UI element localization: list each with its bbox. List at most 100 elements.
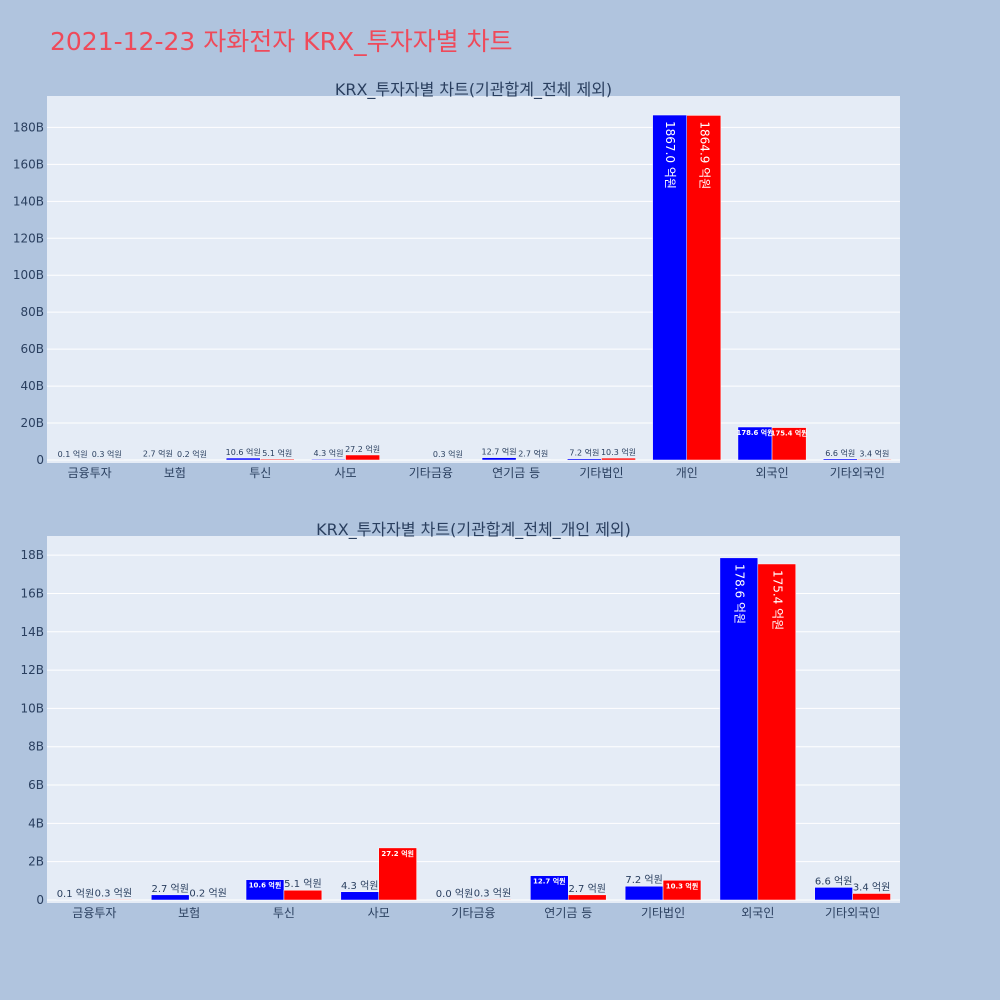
data-label: 10.3 억원 [666, 881, 699, 890]
y-tick-label: 0 [36, 893, 44, 907]
data-label: 0.0 억원 [436, 888, 473, 900]
y-tick-label: 10B [20, 701, 44, 715]
data-label: 3.4 억원 [853, 881, 890, 893]
bar [852, 893, 891, 901]
y-tick-label: 2B [28, 855, 44, 869]
y-tick-label: 18B [20, 548, 44, 562]
data-label: 27.2 억원 [345, 444, 380, 454]
bar [340, 891, 379, 901]
x-tick-label: 투신 [273, 906, 295, 920]
data-label: 12.7 억원 [533, 877, 566, 886]
data-label: 175.4 억원 [771, 429, 808, 438]
bar [245, 879, 285, 901]
x-tick-label: 사모 [368, 906, 390, 920]
x-tick-label: 연기금 등 [544, 906, 592, 920]
bar [481, 457, 517, 461]
x-tick-label: 보험 [178, 906, 200, 920]
bar [94, 899, 133, 901]
x-tick-label: 기타법인 [579, 466, 623, 480]
data-label: 3.4 억원 [859, 448, 889, 458]
x-tick-label: 연기금 등 [492, 466, 540, 480]
data-label: 0.2 억원 [177, 449, 207, 459]
bar [737, 426, 773, 461]
bar [757, 563, 796, 901]
x-tick-label: 기타외국인 [830, 466, 885, 480]
bar [473, 899, 512, 901]
bar [857, 459, 892, 461]
bar [260, 458, 295, 461]
data-label: 178.6 억원 [737, 428, 774, 437]
bar [771, 427, 807, 461]
data-label: 2.7 억원 [568, 883, 605, 895]
x-tick-label: 투신 [249, 466, 271, 480]
data-label: 10.6 억원 [226, 447, 261, 457]
x-tick-label: 보험 [164, 466, 186, 480]
bar [814, 887, 853, 901]
y-tick-label: 4B [28, 816, 44, 830]
data-label: 1867.0 억원 [663, 121, 677, 189]
x-tick-label: 외국인 [741, 906, 774, 920]
bar [719, 557, 759, 901]
chart-bottom: 0 2B 4B 6B 8B 10B 12B 14B 16B 18B KRX_투자자별 차트(기관합계… [20, 520, 900, 920]
x-tick-label: 기타금융 [451, 906, 495, 920]
y-tick-label: 160B [13, 157, 44, 171]
bar [822, 458, 858, 461]
x-tick-label: 기타법인 [641, 906, 685, 920]
data-label: 1864.9 억원 [697, 121, 711, 189]
data-label: 6.6 억원 [825, 448, 855, 458]
y-tick-label: 100B [13, 268, 44, 282]
bar [311, 458, 346, 461]
x-tick-label: 개인 [676, 466, 698, 480]
data-label: 0.3 억원 [474, 887, 511, 899]
data-label: 0.3 억원 [92, 449, 122, 459]
y-tick-label: 14B [20, 625, 44, 639]
data-label: 0.1 억원 [58, 449, 88, 459]
bar [378, 847, 417, 901]
chart-title: KRX_투자자별 차트(기관합계_전체_개인 제외) [316, 520, 631, 540]
bar [283, 889, 323, 901]
y-tick-label: 16B [20, 586, 44, 600]
data-label: 0.3 억원 [95, 887, 132, 899]
y-tick-label: 120B [13, 231, 44, 245]
page-title: 2021-12-23 자화전자 KRX_투자자별 차트 [50, 27, 513, 56]
bar [624, 885, 664, 901]
chart-title: KRX_투자자별 차트(기관합계_전체 제외) [335, 80, 612, 100]
data-label: 0.2 억원 [189, 888, 226, 900]
y-tick-label: 12B [20, 663, 44, 677]
data-label: 4.3 억원 [313, 448, 343, 458]
data-label: 2.7 억원 [151, 883, 188, 895]
y-tick-label: 0 [36, 453, 44, 467]
data-label: 2.7 억원 [143, 449, 173, 459]
data-label: 10.6 억원 [249, 881, 282, 890]
x-tick-label: 금융투자 [72, 906, 116, 920]
y-tick-label: 140B [13, 194, 44, 208]
data-label: 0.1 억원 [57, 888, 94, 900]
x-tick-label: 외국인 [755, 466, 788, 480]
y-tick-label: 8B [28, 740, 44, 754]
bar [530, 875, 569, 901]
data-label: 7.2 억원 [625, 874, 662, 886]
data-label: 5.1 억원 [284, 878, 321, 890]
y-tick-label: 40B [20, 379, 44, 393]
data-label: 178.6 억원 [732, 564, 746, 624]
x-tick-label: 기타외국인 [825, 906, 880, 920]
data-label: 5.1 억원 [262, 448, 292, 458]
bar [225, 457, 261, 461]
y-tick-label: 180B [13, 120, 44, 134]
y-tick-label: 60B [20, 342, 44, 356]
data-label: 175.4 억원 [770, 570, 784, 630]
x-tick-label: 사모 [335, 466, 357, 480]
y-tick-label: 80B [20, 305, 44, 319]
bar [568, 894, 607, 901]
chart-top: 0 20B 40B 60B 80B 100B 120B 140B 160B 180B KRX_투자자… [13, 80, 900, 480]
y-tick-label: 20B [20, 416, 44, 430]
bar [567, 458, 602, 461]
bar [601, 457, 636, 461]
x-tick-label: 금융투자 [68, 466, 112, 480]
data-label: 7.2 억원 [569, 448, 599, 458]
bar [652, 114, 688, 461]
bar [151, 894, 190, 901]
x-tick-label: 기타금융 [409, 466, 453, 480]
data-label: 4.3 억원 [341, 880, 378, 892]
